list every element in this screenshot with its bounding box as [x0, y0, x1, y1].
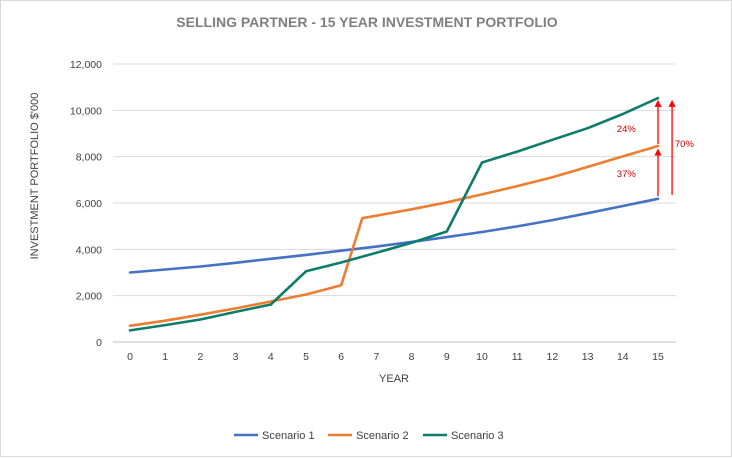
x-axis-ticks: 0 1 2 3 4 5 6 7 8 9 10 11 12 13 14 15 [127, 351, 664, 363]
chart-title: SELLING PARTNER - 15 YEAR INVESTMENT POR… [176, 14, 558, 30]
annotation-labels: 24% 37% 70% [617, 124, 695, 180]
arrow-head [668, 99, 676, 107]
x-tick-label: 14 [617, 351, 629, 363]
x-tick-label: 2 [197, 351, 203, 363]
annotation-label: 37% [617, 169, 637, 180]
x-tick-label: 0 [127, 351, 133, 363]
x-tick-label: 12 [547, 351, 559, 363]
legend-label: Scenario 2 [356, 430, 409, 442]
series-line-scenario-3 [128, 96, 660, 332]
x-tick-label: 9 [444, 351, 450, 363]
legend: Scenario 1 Scenario 2 Scenario 3 [234, 430, 504, 442]
x-tick-label: 3 [233, 351, 239, 363]
x-tick-label: 10 [476, 351, 488, 363]
y-tick-label: 10,000 [70, 105, 102, 117]
annotation-arrows [654, 99, 676, 197]
y-tick-label: 4,000 [76, 244, 102, 256]
x-tick-label: 7 [373, 351, 379, 363]
arrow-head [654, 148, 662, 156]
y-axis-title: INVESTMENT PORTFOLIO $'000 [29, 93, 41, 260]
y-tick-label: 0 [96, 337, 102, 349]
series-lines [128, 96, 660, 332]
gridlines [113, 63, 676, 343]
x-tick-label: 13 [582, 351, 594, 363]
x-tick-label: 11 [512, 351, 523, 363]
x-tick-label: 5 [303, 351, 309, 363]
y-tick-label: 2,000 [76, 291, 102, 303]
x-tick-label: 15 [652, 351, 664, 363]
x-tick-label: 6 [338, 351, 344, 363]
legend-label: Scenario 1 [262, 430, 315, 442]
arrow-head [654, 99, 662, 107]
series-line-scenario-2 [128, 144, 660, 328]
y-axis-ticks: 0 2,000 4,000 6,000 8,000 10,000 12,000 [70, 59, 102, 349]
y-tick-label: 6,000 [76, 198, 102, 210]
legend-label: Scenario 3 [451, 430, 504, 442]
x-tick-label: 4 [268, 351, 274, 363]
annotation-label: 24% [617, 124, 637, 135]
x-tick-label: 1 [162, 351, 168, 363]
series-line-scenario-1 [128, 197, 660, 274]
y-tick-label: 12,000 [70, 59, 102, 71]
x-tick-label: 8 [409, 351, 415, 363]
y-tick-label: 8,000 [76, 152, 102, 164]
x-axis-title: YEAR [379, 373, 409, 385]
annotation-label: 70% [675, 139, 695, 150]
